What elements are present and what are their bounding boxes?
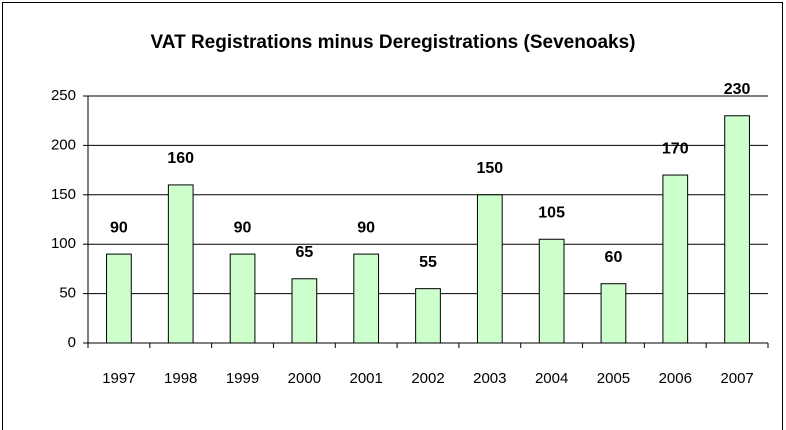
value-label: 65 xyxy=(295,244,313,261)
bar xyxy=(229,253,256,344)
x-tick-label: 2007 xyxy=(720,370,753,387)
value-label: 55 xyxy=(419,254,437,271)
y-tick-label: 200 xyxy=(51,136,76,153)
x-tick-label: 2001 xyxy=(349,370,382,387)
value-label: 170 xyxy=(662,140,689,157)
x-tick-label: 2005 xyxy=(597,370,630,387)
y-tick-label: 0 xyxy=(68,334,76,351)
bar xyxy=(353,253,380,344)
x-tick-label: 2004 xyxy=(535,370,568,387)
x-tick-label: 2002 xyxy=(411,370,444,387)
value-label: 90 xyxy=(357,219,375,236)
y-tick-label: 150 xyxy=(51,186,76,203)
bar xyxy=(476,194,503,344)
x-tick-label: 1997 xyxy=(102,370,135,387)
value-label: 90 xyxy=(110,219,128,236)
bar xyxy=(291,278,318,344)
x-tick-label: 1999 xyxy=(226,370,259,387)
bar xyxy=(106,253,132,344)
x-tick-label: 2003 xyxy=(473,370,506,387)
x-tick-label: 2006 xyxy=(659,370,692,387)
bar xyxy=(600,283,627,344)
value-label: 150 xyxy=(476,160,503,177)
value-label: 105 xyxy=(538,204,565,221)
x-tick-label: 2000 xyxy=(288,370,321,387)
bar xyxy=(538,238,565,344)
value-label: 60 xyxy=(605,249,623,266)
y-tick-label: 100 xyxy=(51,235,76,252)
y-tick-label: 250 xyxy=(51,87,76,104)
value-label: 230 xyxy=(724,81,751,98)
chart-title: VAT Registrations minus Deregistrations … xyxy=(151,32,636,53)
x-tick-label: 1998 xyxy=(164,370,197,387)
y-tick-label: 50 xyxy=(59,285,76,302)
bar xyxy=(724,115,750,344)
bar xyxy=(662,174,689,344)
bar xyxy=(415,288,441,344)
value-label: 160 xyxy=(167,150,194,167)
bar xyxy=(167,184,194,344)
value-label: 90 xyxy=(234,219,252,236)
